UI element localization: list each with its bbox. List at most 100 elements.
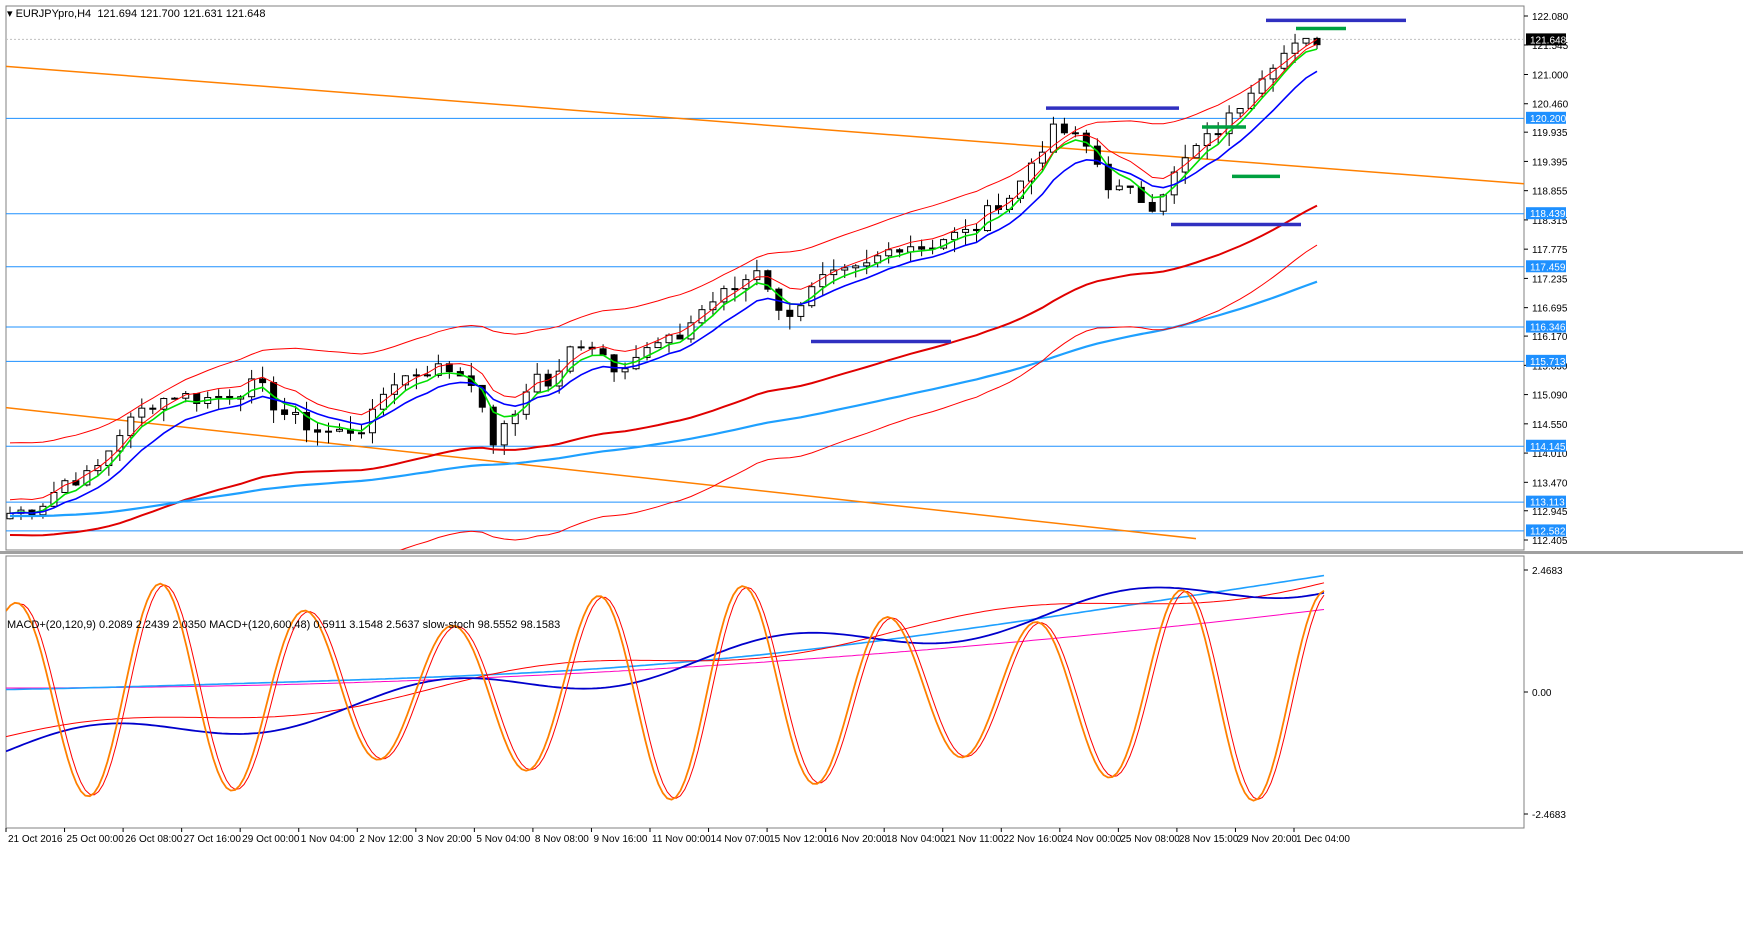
upper-trend-line (6, 65, 1524, 185)
candle-body (621, 368, 629, 373)
candle-body (259, 378, 267, 384)
indicator-y-tick-label: -2.4683 (1532, 810, 1566, 821)
candle-body (1236, 108, 1244, 114)
candle (489, 404, 497, 454)
envelope-lower-line (399, 244, 1318, 550)
candle (1280, 45, 1288, 71)
y-tick-label: 119.935 (1532, 128, 1568, 139)
price-line-label-text: 117.459 (1530, 262, 1566, 273)
candle (1236, 108, 1244, 118)
x-tick-label: 26 Oct 08:00 (125, 834, 183, 845)
x-tick-label: 28 Nov 15:00 (1179, 834, 1239, 845)
chart-header: ▾ EURJPYpro,H4 121.694 121.700 121.631 1… (7, 7, 266, 20)
price-line-label-box (1526, 495, 1566, 508)
y-tick-label: 121.545 (1532, 41, 1569, 52)
candle (138, 398, 146, 426)
candle-body (138, 407, 146, 418)
indicator-y-tick-label: 0.00 (1532, 688, 1552, 699)
candle-body (401, 375, 409, 386)
x-tick-label: 9 Nov 16:00 (593, 834, 647, 845)
candle (676, 323, 684, 340)
candle-body (1104, 163, 1112, 191)
candle-body (1082, 132, 1090, 147)
price-line-label-text: 112.582 (1530, 526, 1566, 537)
candle-body (577, 346, 585, 349)
candle-body (720, 288, 728, 303)
candle (1115, 179, 1123, 191)
candle-body (962, 228, 970, 233)
candle (720, 285, 728, 311)
y-tick-label: 122.080 (1532, 12, 1569, 23)
price-line-label-box (1526, 111, 1566, 124)
price-line-label-box (1526, 439, 1566, 452)
symbol-label: EURJPYpro,H4 (15, 8, 92, 20)
y-tick-label: 115.090 (1532, 391, 1568, 402)
candle (698, 305, 706, 326)
candle (742, 274, 750, 302)
candle-body (1115, 185, 1123, 191)
ema-long-line (9, 204, 1318, 537)
candle-body (1060, 123, 1068, 134)
price-line-label: 113.113 (1526, 495, 1566, 509)
candle-body (841, 267, 849, 271)
candle-body (434, 363, 442, 376)
candle (149, 404, 157, 415)
candle-body (303, 411, 311, 431)
candle (412, 368, 420, 390)
candle (962, 219, 970, 245)
x-tick-label: 16 Nov 20:00 (828, 834, 888, 845)
ema-mid-line (9, 70, 1318, 515)
candle-body (676, 334, 684, 340)
price-line-label: 112.582 (1526, 524, 1566, 537)
price-line-label-text: 118.439 (1530, 209, 1566, 220)
x-tick-label: 14 Nov 07:00 (711, 834, 771, 845)
macd-slow-signal-line (6, 609, 1325, 689)
candle-body (918, 246, 926, 250)
candle-body (1159, 194, 1167, 212)
candle-body (742, 279, 750, 290)
candle (248, 369, 256, 404)
candle-body (984, 205, 992, 232)
candle-body (1126, 185, 1134, 188)
candle (808, 282, 816, 308)
candle-body (1225, 112, 1233, 135)
macd-fast-signal-line (6, 582, 1325, 738)
candle (314, 422, 322, 446)
candle (226, 389, 234, 405)
x-tick-label: 25 Nov 08:00 (1120, 834, 1180, 845)
candle (753, 259, 761, 286)
candle-body (1071, 132, 1079, 135)
candle (1313, 36, 1321, 50)
y-tick-label: 113.470 (1532, 478, 1568, 489)
candle (764, 269, 772, 292)
candle-body (797, 305, 805, 317)
ema-fast-line (9, 48, 1318, 515)
ema-slow-thin-line (9, 43, 1318, 501)
candle-body (1291, 42, 1299, 54)
candle-body (357, 432, 365, 435)
candle-body (500, 423, 508, 446)
y-tick-label: 112.405 (1532, 536, 1568, 547)
macd-fast-line (6, 586, 1325, 753)
candle-body (951, 231, 959, 241)
y-tick-label: 120.460 (1532, 100, 1569, 111)
price-line-label-text: 115.713 (1530, 357, 1566, 368)
candle-body (819, 274, 827, 288)
candle-body (764, 270, 772, 290)
price-line-label-box (1526, 524, 1566, 537)
current-price-label-box (1526, 33, 1566, 46)
current-price-label-text: 121.648 (1530, 35, 1567, 46)
candle-body (973, 228, 981, 232)
candle (1126, 185, 1134, 194)
candle (1258, 70, 1266, 99)
x-tick-label: 1 Dec 04:00 (1296, 834, 1350, 845)
candle (423, 365, 431, 378)
envelope-upper-line (9, 38, 1318, 444)
chart-header-arrow: ▾ (7, 8, 16, 20)
candle-body (248, 378, 256, 398)
stoch-signal-line (6, 584, 1325, 800)
candle (1137, 181, 1145, 203)
candle-body (379, 393, 387, 410)
candle (995, 193, 1002, 215)
price-line-label: 116.346 (1526, 320, 1566, 334)
